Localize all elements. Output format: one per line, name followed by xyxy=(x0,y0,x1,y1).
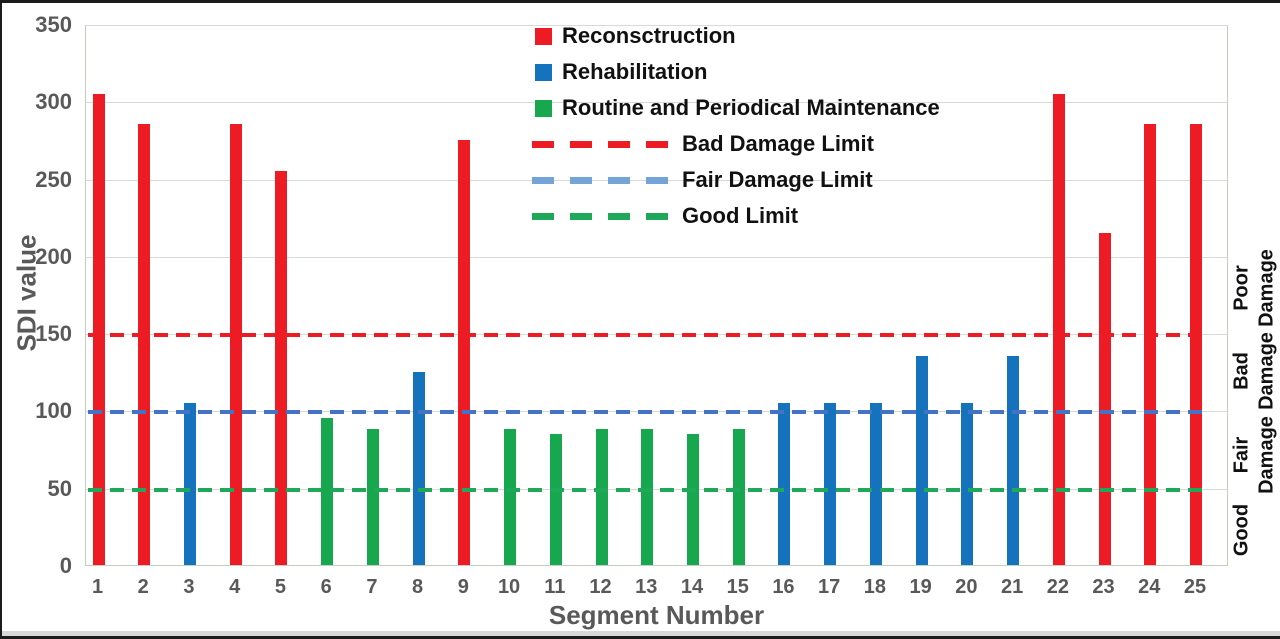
legend-label: Routine and Periodical Maintenance xyxy=(562,95,940,120)
bar-segment-15 xyxy=(732,428,745,565)
x-tick-8: 8 xyxy=(412,576,424,598)
bar-segment-8 xyxy=(412,371,425,565)
x-tick-10: 10 xyxy=(497,576,521,598)
bar-segment-22 xyxy=(1052,93,1065,565)
bar-segment-5 xyxy=(275,170,288,565)
x-tick-9: 9 xyxy=(457,576,469,598)
legend-item-bad-damage-limit: Bad Damage Limit xyxy=(532,126,940,162)
x-tick-11: 11 xyxy=(544,576,566,598)
y-tick-200: 200 xyxy=(35,243,72,269)
legend-dashed-line-icon xyxy=(532,140,670,148)
bar-segment-24 xyxy=(1144,124,1157,565)
x-tick-17: 17 xyxy=(818,576,841,598)
frame-bottom-band xyxy=(0,631,1280,636)
legend-square-icon xyxy=(535,27,552,45)
legend-label: Fair Damage Limit xyxy=(682,167,873,192)
x-tick-1: 1 xyxy=(91,576,104,598)
y-axis-title: SDI value xyxy=(11,234,42,352)
x-tick-19: 19 xyxy=(909,576,932,598)
bad-damage-limit-line xyxy=(88,333,1210,338)
legend-item-routine-and-periodical-maintenance: Routine and Periodical Maintenance xyxy=(532,90,940,126)
legend-item-reconsctruction: Reconsctruction xyxy=(532,18,940,54)
x-tick-22: 22 xyxy=(1046,576,1069,598)
frame-bottom-edge xyxy=(0,636,1280,639)
legend-item-fair-damage-limit: Fair Damage Limit xyxy=(532,162,940,198)
x-tick-6: 6 xyxy=(320,576,332,598)
bar-segment-7 xyxy=(366,428,379,565)
x-tick-20: 20 xyxy=(955,576,978,598)
zone-label-fair-damage-1: Fair xyxy=(1230,436,1253,474)
gridline-350 xyxy=(86,25,1227,26)
x-tick-2: 2 xyxy=(137,576,149,598)
x-tick-18: 18 xyxy=(863,576,887,598)
x-tick-13: 13 xyxy=(635,576,658,598)
x-tick-3: 3 xyxy=(183,576,195,598)
y-tick-150: 150 xyxy=(35,321,72,347)
bar-segment-1 xyxy=(92,93,105,565)
bar-segment-21 xyxy=(1007,356,1020,565)
bar-segment-16 xyxy=(778,402,791,565)
legend-item-good-limit: Good Limit xyxy=(532,198,940,234)
legend-label: Bad Damage Limit xyxy=(682,131,874,156)
x-axis-title: Segment Number xyxy=(548,600,765,630)
bar-segment-2 xyxy=(138,124,151,565)
y-tick-300: 300 xyxy=(35,89,72,115)
bar-segment-12 xyxy=(595,428,608,565)
bar-segment-9 xyxy=(458,139,471,565)
bar-segment-3 xyxy=(183,402,196,565)
bar-segment-20 xyxy=(961,402,974,565)
legend-dashed-line-icon xyxy=(532,212,670,220)
legend-label: Reconsctruction xyxy=(562,23,736,48)
x-tick-21: 21 xyxy=(1000,576,1024,598)
y-tick-0: 0 xyxy=(59,553,72,578)
bar-segment-14 xyxy=(686,433,699,565)
bar-segment-4 xyxy=(229,124,242,565)
x-tick-25: 25 xyxy=(1183,576,1207,598)
plot-area xyxy=(85,25,1228,566)
frame-top-edge xyxy=(0,0,1280,3)
y-tick-50: 50 xyxy=(47,475,72,501)
legend-square-icon xyxy=(535,99,552,117)
x-tick-7: 7 xyxy=(366,576,378,598)
legend-square-icon xyxy=(535,63,552,81)
bar-segment-19 xyxy=(915,356,928,565)
gridline-300 xyxy=(86,102,1227,104)
x-tick-23: 23 xyxy=(1092,576,1115,598)
zone-label-bad-damage-2: Damage xyxy=(1255,332,1278,411)
chart-legend: Reconsctruction Rehabilitation Routine and… xyxy=(532,18,940,234)
bar-segment-17 xyxy=(824,402,837,565)
bar-segment-23 xyxy=(1098,232,1111,565)
x-tick-5: 5 xyxy=(274,576,286,598)
x-tick-16: 16 xyxy=(772,576,795,598)
zone-label-poor-damage-1: Poor xyxy=(1230,264,1253,311)
fair-damage-limit-line xyxy=(88,410,1210,415)
x-tick-14: 14 xyxy=(680,576,704,598)
bar-segment-10 xyxy=(504,428,517,565)
zone-label-bad-damage-1: Bad xyxy=(1230,352,1253,391)
bar-segment-13 xyxy=(641,428,654,565)
x-tick-15: 15 xyxy=(726,576,749,598)
y-tick-350: 350 xyxy=(35,12,72,37)
zone-label-poor-damage-2: Damage xyxy=(1255,248,1278,327)
x-tick-4: 4 xyxy=(229,576,241,598)
legend-item-rehabilitation: Rehabilitation xyxy=(532,54,940,90)
bar-segment-18 xyxy=(869,402,882,565)
gridline-200 xyxy=(86,256,1227,258)
y-tick-100: 100 xyxy=(35,398,72,424)
bar-segment-25 xyxy=(1190,124,1203,565)
bar-segment-11 xyxy=(549,433,562,565)
x-tick-24: 24 xyxy=(1138,576,1161,598)
x-tick-12: 12 xyxy=(589,576,612,598)
frame-left-edge xyxy=(0,0,2,639)
zone-label-good: Good xyxy=(1230,504,1253,557)
zone-label-fair-damage-2: Damage xyxy=(1255,415,1278,494)
legend-dashed-line-icon xyxy=(532,176,670,184)
legend-label: Rehabilitation xyxy=(562,59,708,84)
legend-label: Good Limit xyxy=(682,203,799,228)
y-tick-250: 250 xyxy=(35,166,72,192)
good-limit-line xyxy=(88,487,1210,492)
